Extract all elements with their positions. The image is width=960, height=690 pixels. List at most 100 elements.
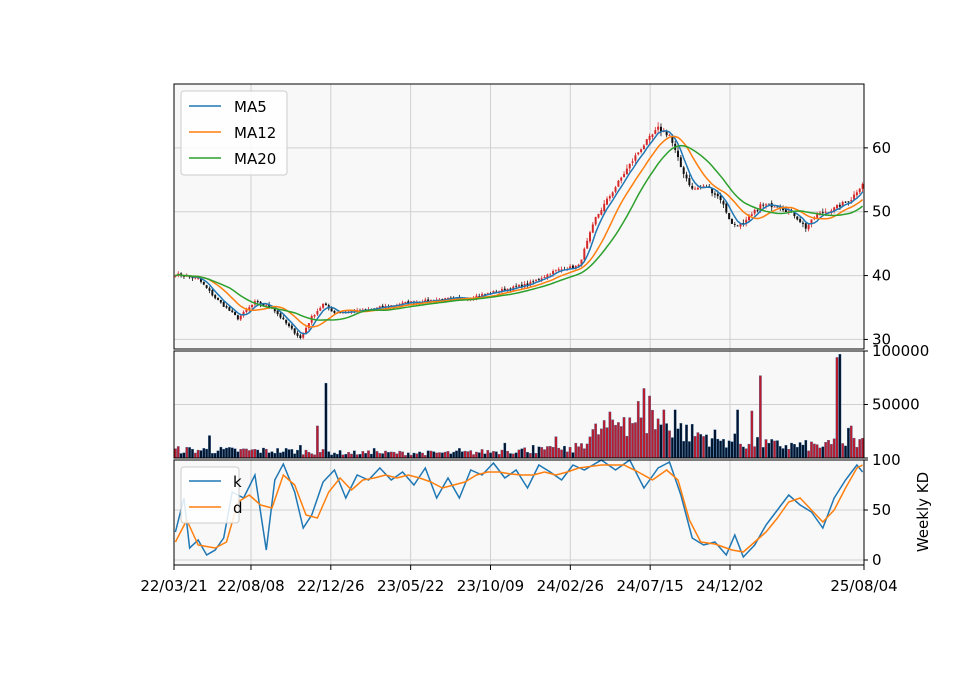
volume-bar (753, 446, 757, 459)
candle-body (745, 219, 748, 223)
volume-bar (733, 433, 737, 459)
volume-bar (335, 453, 339, 459)
volume-bar (582, 448, 586, 459)
volume-bar (270, 451, 274, 459)
volume-bar (551, 447, 555, 459)
volume-bar (827, 440, 830, 459)
volume-bar (506, 450, 509, 459)
volume-bar (304, 449, 308, 459)
line-ma12 (175, 135, 864, 328)
candle-body (858, 188, 861, 193)
candle-body (850, 200, 853, 202)
candle-body (739, 223, 742, 227)
volume-bar (741, 446, 745, 459)
candle-body (861, 183, 864, 189)
volume-bar (191, 448, 194, 459)
volume-bar (713, 429, 717, 459)
candle-body (603, 203, 606, 212)
x-tick-label: 24/02/26 (537, 577, 604, 595)
kd-line-d (174, 464, 863, 553)
candle-body (691, 185, 694, 189)
volume-bar (273, 453, 277, 459)
candle-body (307, 323, 310, 329)
volume-bar (852, 437, 856, 459)
volume-bar (810, 441, 813, 459)
kd-legend-box (180, 466, 240, 524)
x-tick-label: 23/05/22 (377, 577, 444, 595)
x-tick-label: 24/12/02 (696, 577, 763, 595)
candle-body (486, 292, 489, 294)
candle-body (188, 276, 191, 278)
volume-bar (489, 452, 492, 459)
candle-body (657, 126, 660, 130)
volume-bar (529, 453, 532, 459)
candle-body (617, 180, 620, 187)
volume-bar (514, 452, 518, 459)
volume-bar (724, 447, 728, 459)
candle-body (182, 276, 185, 277)
volume-bar (236, 451, 240, 459)
candle-body (719, 195, 722, 201)
volume-bar (174, 448, 177, 459)
candle-body (586, 240, 589, 249)
volume-bar (801, 444, 805, 459)
volume-bar (673, 409, 677, 459)
candle-body (824, 212, 827, 213)
volume-bar (784, 445, 788, 459)
candle-body (543, 276, 546, 278)
volume-bar (460, 451, 464, 459)
candle-body (648, 135, 651, 140)
candle-body (756, 210, 759, 212)
candle-body (449, 297, 452, 299)
candle-body (807, 224, 810, 230)
candle-body (694, 188, 697, 190)
volume-bar (815, 444, 819, 459)
candle-body (319, 307, 322, 311)
candle-body (293, 328, 296, 334)
volume-bar (497, 454, 501, 459)
volume-bar (381, 453, 385, 459)
volume-bar (858, 439, 862, 459)
volume-bar (401, 451, 404, 459)
volume-bar (395, 453, 399, 459)
candle-body (847, 201, 850, 203)
candle-body (810, 219, 813, 224)
volume-bar (702, 436, 705, 459)
volume-bar (849, 425, 853, 459)
volume-bar (378, 453, 382, 459)
volume-bars (174, 354, 864, 459)
candle-body (620, 177, 623, 181)
candle-body (197, 277, 200, 279)
price-y-tick-label: 60 (872, 139, 891, 157)
candle-body (288, 323, 290, 327)
volume-bar (798, 442, 802, 459)
volume-bar (256, 449, 260, 459)
candle-body (614, 187, 617, 192)
candle-body (750, 214, 753, 216)
volume-bar (500, 449, 504, 459)
volume-bar (693, 436, 697, 459)
x-tick-label: 24/07/15 (616, 577, 683, 595)
kd-legend: k d (180, 466, 243, 524)
volume-bar (486, 450, 490, 459)
volume-bar (494, 451, 498, 459)
volume-bar (455, 450, 458, 459)
candle-body (838, 204, 841, 207)
candle-body (782, 207, 785, 211)
candle-body (722, 201, 725, 205)
volume-bar (472, 454, 475, 459)
volume-bar (548, 446, 552, 459)
candle-body (231, 310, 234, 313)
volume-bar (830, 444, 833, 459)
candle-body (509, 288, 512, 290)
volume-bar (196, 449, 200, 459)
volume-bar (861, 437, 864, 459)
volume-bar (324, 382, 328, 459)
candle-body (378, 306, 381, 308)
kd-y-ticks: 0 50 100 (864, 451, 901, 569)
candle-body (404, 301, 407, 304)
volume-bar (440, 452, 444, 459)
volume-bar (585, 443, 589, 459)
volume-bar (193, 452, 197, 459)
candle-body (725, 203, 728, 213)
